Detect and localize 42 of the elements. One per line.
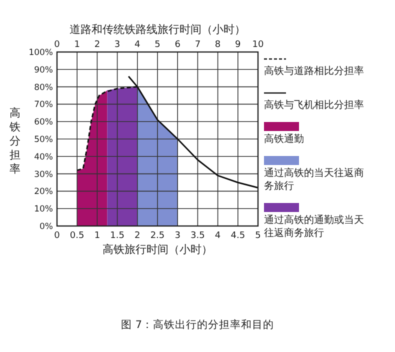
legend-label: 通过高铁的当天往返商务旅行 bbox=[264, 167, 364, 192]
x-axis-title: 高铁旅行时间（小时） bbox=[102, 243, 212, 256]
y-tick-label: 60% bbox=[34, 118, 53, 128]
x2-axis-title: 道路和传统铁路线旅行时间（小时） bbox=[70, 23, 246, 36]
x-tick-label: 4 bbox=[214, 231, 221, 241]
x2-tick-label: 6 bbox=[174, 40, 181, 50]
y-tick-label: 0% bbox=[40, 222, 53, 232]
x-tick-label: 2 bbox=[134, 231, 140, 241]
legend-label: 高铁通勤 bbox=[264, 133, 304, 145]
y-tick-label: 100% bbox=[28, 48, 53, 58]
x2-tick-label: 1 bbox=[74, 40, 80, 50]
x-tick-label: 0 bbox=[54, 231, 60, 241]
x2-tick-label: 0 bbox=[54, 40, 60, 50]
caption: 图 7：高铁出行的分担率和目的 bbox=[120, 318, 274, 331]
x2-tick-label: 10 bbox=[252, 40, 264, 50]
y-tick-label: 10% bbox=[34, 204, 53, 215]
x2-tick-label: 2 bbox=[94, 40, 100, 50]
x-tick-label: 2.5 bbox=[150, 231, 165, 241]
x-tick-label: 1.5 bbox=[110, 231, 124, 241]
x-tick-label: 0.5 bbox=[70, 231, 84, 241]
y-tick-label: 40% bbox=[34, 152, 53, 162]
x2-tick-label: 4 bbox=[134, 40, 141, 50]
x2-tick-label: 7 bbox=[194, 40, 201, 50]
y-tick-label: 80% bbox=[34, 82, 53, 93]
y-tick-label: 30% bbox=[34, 170, 53, 180]
x-tick-label: 3.5 bbox=[190, 231, 205, 241]
legend-label: 通过高铁的通勤或当天往返商务旅行 bbox=[264, 214, 364, 239]
y-tick-label: 50% bbox=[34, 135, 53, 145]
x2-tick-label: 9 bbox=[235, 40, 242, 50]
x-tick-label: 4.5 bbox=[230, 231, 246, 241]
x2-tick-label: 8 bbox=[214, 40, 221, 50]
x2-tick-label: 3 bbox=[114, 40, 120, 50]
legend-label: 高铁与道路相比分担率 bbox=[264, 65, 364, 77]
x-tick-label: 3 bbox=[174, 231, 180, 241]
legend-label: 高铁与飞机相比分担率 bbox=[264, 99, 364, 111]
x-tick-label: 5 bbox=[255, 231, 261, 241]
y-tick-label: 20% bbox=[34, 187, 53, 198]
y-tick-label: 90% bbox=[34, 65, 53, 76]
x2-tick-label: 5 bbox=[154, 40, 160, 50]
x-tick-label: 1 bbox=[94, 231, 100, 241]
y-tick-label: 70% bbox=[34, 100, 53, 110]
y-axis-title: 高铁分担率 bbox=[8, 106, 20, 176]
